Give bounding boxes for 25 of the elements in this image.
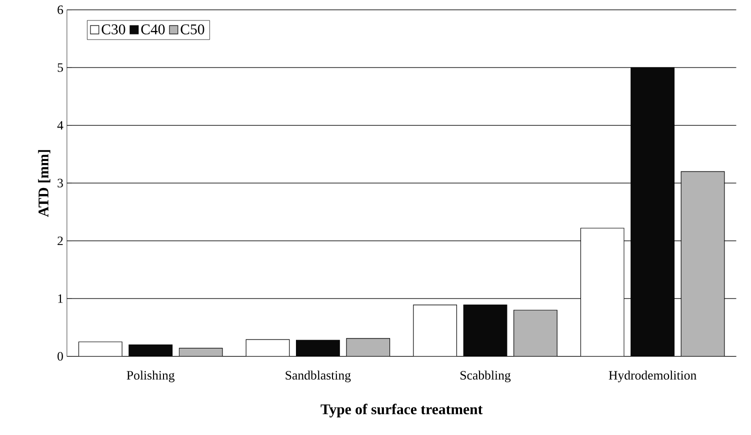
- y-tick-label: 4: [57, 121, 64, 130]
- legend-label: C30: [102, 24, 126, 34]
- y-tick-label: 5: [58, 63, 63, 72]
- legend-label: C50: [180, 24, 204, 34]
- x-tick-label: Sandblasting: [286, 370, 351, 382]
- bar: [246, 339, 290, 356]
- y-tick-label: 2: [58, 236, 63, 246]
- bar: [128, 344, 173, 356]
- y-tick-label: 0: [58, 352, 63, 361]
- bar: [178, 348, 223, 356]
- y-tick-label: 1: [58, 294, 63, 303]
- x-tick-label: Scabbling: [460, 370, 511, 382]
- bar: [78, 342, 122, 356]
- bar: [296, 340, 340, 356]
- bar: [514, 310, 558, 356]
- y-tick-label: 6: [58, 6, 64, 14]
- bar: [346, 338, 390, 356]
- bar: [463, 304, 508, 356]
- bar: [413, 304, 457, 356]
- y-axis-title: ATD [mm]: [38, 150, 50, 218]
- y-tick-label: 3: [58, 178, 63, 188]
- x-tick-label: Hydrodemolition: [608, 370, 696, 382]
- x-axis-title: Type of surface treatment: [320, 404, 483, 418]
- legend-label: C40: [141, 24, 165, 34]
- x-tick-label: Polishing: [126, 370, 175, 382]
